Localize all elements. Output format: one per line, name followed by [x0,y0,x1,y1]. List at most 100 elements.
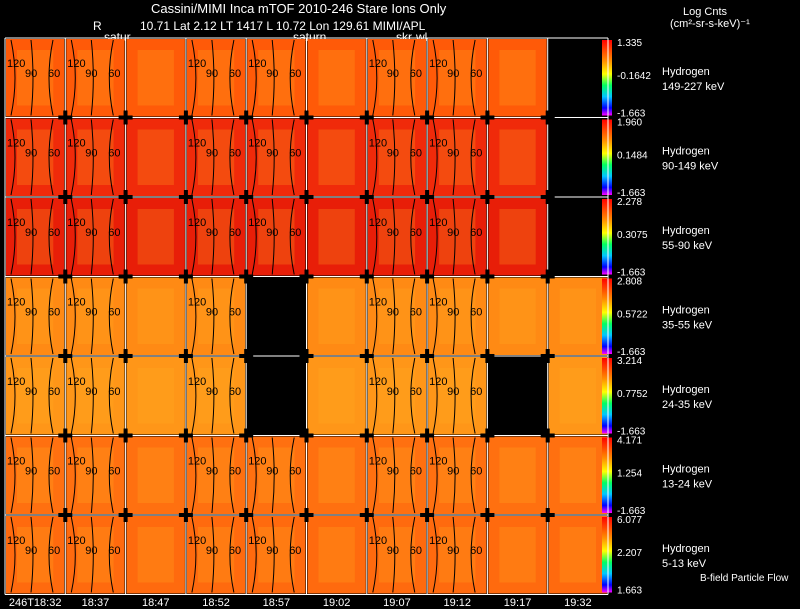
contour-label: 120 [188,456,206,468]
heatmap-cell-center [439,50,476,106]
heatmap-cell-empty [487,356,548,436]
contour-line [470,198,476,275]
contour-label: 60 [289,68,301,80]
contour-label: 60 [48,466,60,478]
contour-line [372,516,378,593]
heatmap-cell [307,198,366,276]
contour-label: 120 [7,456,25,468]
heatmap-cell [367,357,427,435]
heatmap-cell-center [378,527,416,583]
contour-line [30,437,34,514]
heatmap-cell-center [17,209,54,265]
contour-line [191,198,197,275]
colorbar-min-label: -1.663 [617,506,646,517]
corner-marker [244,190,249,204]
contour-line [392,198,396,275]
heatmap-cell-center [439,368,476,424]
contour-label: 60 [289,227,301,239]
time-tick-label: 246T18:32 [9,597,62,609]
heatmap-cell-center [258,209,295,265]
heatmap-cell-center [439,447,476,503]
contour-label: 60 [108,386,120,398]
contour-label: 90 [25,68,37,80]
contour-line [410,39,416,116]
contour-line [90,39,94,116]
contour-line [271,516,275,593]
contour-label: 120 [429,456,447,468]
contour-line [191,516,197,593]
contour-line [392,278,396,355]
corner-marker [63,349,68,363]
contour-label: 60 [48,307,60,319]
heatmap-cell [367,277,427,355]
heatmap-cell [66,357,125,435]
contour-label: 120 [248,456,266,468]
heatmap-cell [548,357,607,435]
contour-line [452,119,456,196]
corner-marker [123,508,128,522]
contour-label: 120 [369,535,387,547]
contour-line [271,437,275,514]
contour-label: 90 [85,307,97,319]
heatmap-cell-center [17,129,54,185]
row-energy-label: 5-13 keV [662,558,707,570]
contour-line [289,39,295,116]
contour-label: 90 [447,386,459,398]
heatmap-cell-center [17,50,54,106]
contour-line [452,39,456,116]
contour-line [70,437,76,514]
heatmap-cell-center [318,527,355,583]
contour-label: 60 [470,148,482,160]
contour-line [108,516,114,593]
row-species-label: Hydrogen [662,464,710,476]
contour-label: 120 [369,297,387,309]
heatmap-cell-center [378,209,416,265]
contour-line [432,357,438,434]
contour-line [48,516,54,593]
contour-label: 120 [188,58,206,70]
contour-label: 90 [447,307,459,319]
contour-label: 90 [266,148,278,160]
corner-marker [123,190,128,204]
contour-label: 90 [387,148,399,160]
contour-line [470,357,476,434]
heatmap-cell [66,118,125,196]
colorbar-mid-label: 0.3075 [617,230,648,241]
contour-line [10,278,16,355]
contour-label: 60 [410,466,422,478]
contour-line [229,39,235,116]
corner-marker [304,190,309,204]
time-tick-label: 19:17 [504,597,532,609]
heatmap-cell [6,277,65,355]
heatmap-cell-center [137,209,174,265]
contour-line [48,198,54,275]
contour-line [470,39,476,116]
contour-line [70,39,76,116]
corner-marker [364,269,369,284]
heatmap-cell-center [17,527,54,583]
contour-line [48,437,54,514]
contour-line [251,198,257,275]
contour-line [452,278,456,355]
contour-line [452,516,456,593]
contour-label: 90 [266,466,278,478]
contour-line [70,119,76,196]
colorbar-min-label: -1.663 [617,188,646,199]
contour-line [70,357,76,434]
heatmap-cell [488,118,547,196]
colorbar-mid-label: -0.1642 [617,71,651,82]
contour-label: 60 [410,227,422,239]
row-energy-label: 24-35 keV [662,399,713,411]
contour-label: 120 [67,138,85,150]
heatmap-cell-center [439,209,476,265]
contour-line [372,119,378,196]
corner-marker [545,190,550,204]
contour-label: 120 [67,297,85,309]
heatmap-cell-center [499,527,536,583]
row-species-label: Hydrogen [662,384,710,396]
contour-label: 60 [108,148,120,160]
contour-line [10,119,16,196]
contour-label: 60 [289,466,301,478]
contour-label: 60 [470,545,482,557]
contour-label: 120 [188,217,206,229]
